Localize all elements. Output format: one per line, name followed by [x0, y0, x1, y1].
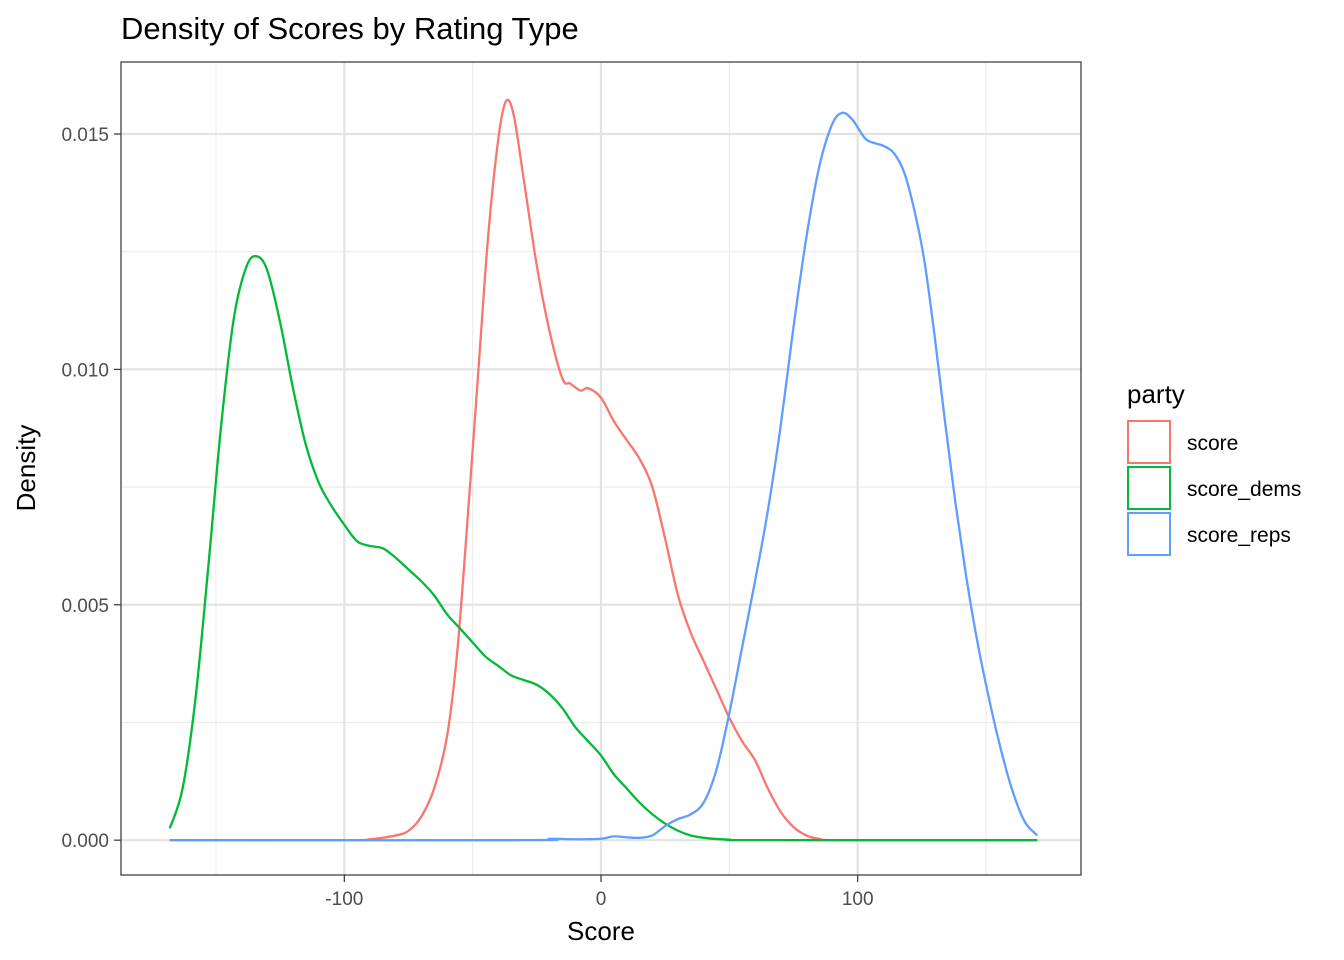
y-tick-label: 0.005 [61, 596, 109, 617]
y-axis-title: Density [11, 425, 41, 512]
legend-key-score-reps [1127, 512, 1171, 556]
legend-key-score-dems [1127, 466, 1171, 510]
legend-key-score [1127, 420, 1171, 464]
series-line-score-reps [169, 111, 1039, 842]
legend-label-score-dems: score_dems [1187, 478, 1301, 501]
x-tick-label: 0 [596, 889, 607, 910]
plot-panel: -100 0 100 0.000 0.005 0.010 0.015 [61, 61, 1082, 910]
x-axis-title: Score [567, 916, 635, 946]
series-line-score [169, 98, 1038, 842]
legend-label-score: score [1187, 432, 1238, 455]
legend-title: party [1127, 379, 1185, 409]
x-tick-label: -100 [325, 889, 363, 910]
x-tick-label: 100 [842, 889, 874, 910]
series-line-score-dems [168, 254, 1038, 842]
legend: party score score_dems score_reps [1127, 379, 1301, 556]
y-tick-label: 0.010 [61, 360, 109, 381]
chart-title: Density of Scores by Rating Type [121, 11, 579, 46]
y-tick-label: 0.000 [61, 831, 109, 852]
y-tick-label: 0.015 [61, 125, 109, 146]
legend-label-score-reps: score_reps [1187, 524, 1291, 547]
